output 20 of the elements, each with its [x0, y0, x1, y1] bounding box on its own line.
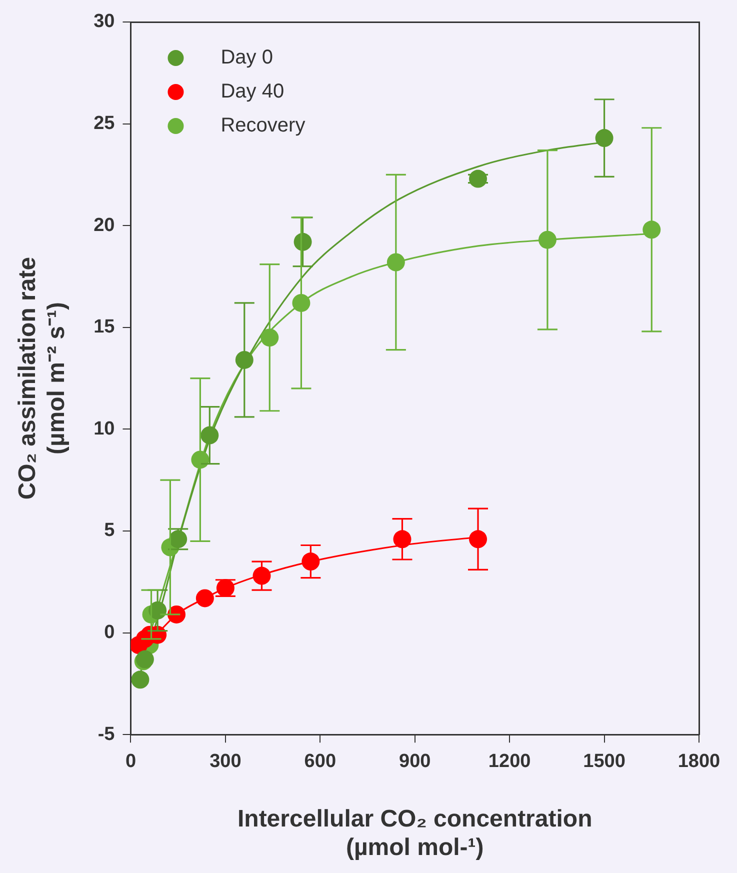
y-tick-label: 10 [94, 418, 115, 440]
legend-label: Recovery [220, 114, 306, 137]
y-tick-label: -5 [98, 724, 116, 745]
y-tick-label: 5 [104, 520, 116, 542]
x-tick-label: 1500 [583, 751, 626, 772]
x-tick-label: 0 [125, 751, 136, 772]
x-tick-label: 900 [399, 751, 431, 772]
y-tick-label: 15 [94, 316, 116, 338]
y-tick-label: 0 [104, 622, 115, 644]
y-tick-label: 30 [94, 11, 115, 32]
y-tick-label: 25 [94, 113, 116, 134]
x-tick-label: 600 [304, 751, 336, 772]
x-tick-label: 300 [210, 751, 242, 772]
y-tick-label: 20 [94, 214, 115, 236]
x-axis-title: Intercellular CO₂ concentration (µmol mol-¹) [237, 805, 592, 862]
x-tick-label: 1800 [678, 751, 720, 772]
legend-label: Day 40 [220, 80, 284, 103]
x-tick-label: 1200 [488, 751, 531, 772]
y-axis-title: CO₂ assimilation rate (µmol m⁻² s⁻¹) [14, 256, 70, 500]
legend-label: Day 0 [220, 46, 273, 69]
